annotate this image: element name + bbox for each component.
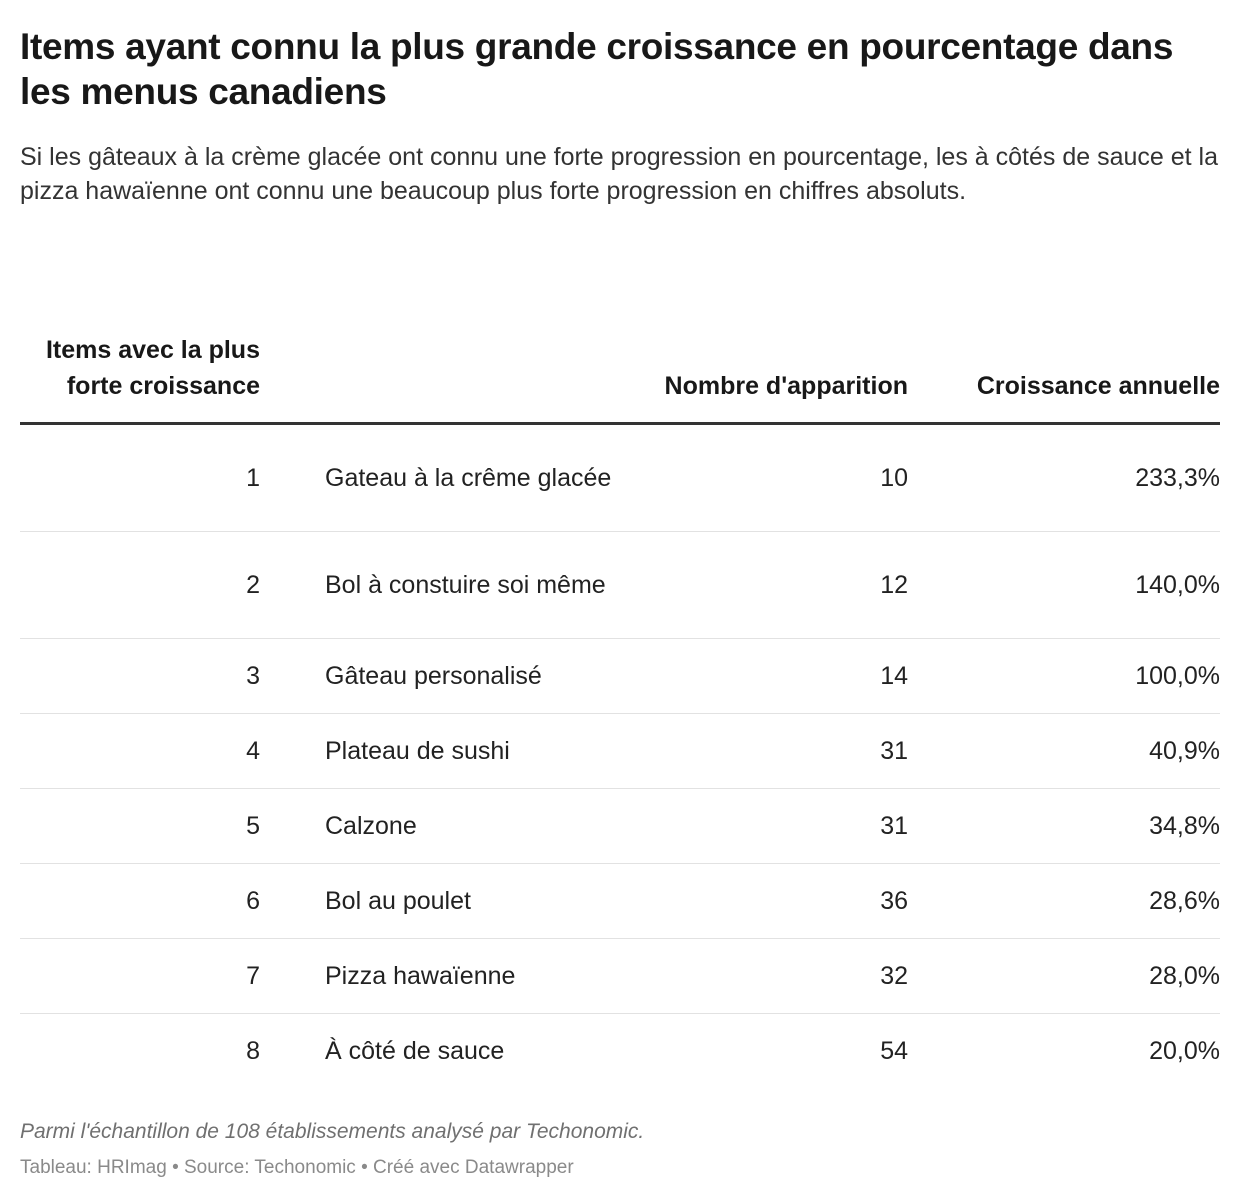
cell-rank: 8 (246, 1037, 260, 1065)
cell-rank: 7 (246, 962, 260, 990)
table-row: 2 Bol à constuire soi même 12 140,0% (20, 532, 1220, 639)
cell-growth: 100,0% (1135, 662, 1220, 690)
cell-count: 36 (880, 887, 908, 915)
cell-item: Gâteau personalisé (325, 662, 542, 690)
cell-item: Gateau à la crême glacée (325, 464, 612, 492)
cell-item: À côté de sauce (325, 1037, 505, 1065)
chart-credits: Tableau: HRImag • Source: Techonomic • C… (20, 1157, 574, 1178)
table-row: 5 Calzone 31 34,8% (20, 789, 1220, 864)
cell-rank: 2 (246, 571, 260, 599)
cell-growth: 28,0% (1149, 962, 1220, 990)
cell-rank: 3 (246, 662, 260, 690)
cell-rank: 4 (246, 737, 260, 765)
cell-rank: 5 (246, 812, 260, 840)
cell-count: 14 (880, 662, 908, 690)
column-header-growth[interactable]: Croissance annuelle (976, 372, 1220, 400)
cell-count: 31 (880, 812, 908, 840)
cell-count: 10 (880, 464, 908, 492)
cell-growth: 233,3% (1135, 464, 1220, 492)
cell-rank: 1 (246, 464, 260, 492)
cell-item: Plateau de sushi (325, 737, 510, 765)
chart-title: Items ayant connu la plus grande croissa… (20, 26, 1174, 112)
cell-count: 31 (880, 737, 908, 765)
table-header: Items avec la plus forte croissance Nomb… (20, 298, 1220, 425)
table-row: 6 Bol au poulet 36 28,6% (20, 864, 1220, 939)
table-row: 7 Pizza hawaïenne 32 28,0% (20, 939, 1220, 1014)
column-header-rank[interactable]: Items avec la plus forte croissance (45, 336, 260, 400)
chart-subtitle: Si les gâteaux à la crème glacée ont con… (20, 143, 1218, 205)
cell-item: Bol au poulet (325, 887, 471, 915)
cell-growth: 20,0% (1149, 1037, 1220, 1065)
cell-rank: 6 (246, 887, 260, 915)
cell-item: Pizza hawaïenne (325, 962, 516, 990)
cell-growth: 34,8% (1149, 812, 1220, 840)
cell-growth: 28,6% (1149, 887, 1220, 915)
cell-item: Calzone (325, 812, 417, 840)
cell-count: 54 (880, 1037, 908, 1065)
cell-count: 12 (880, 571, 908, 599)
cell-growth: 140,0% (1135, 571, 1220, 599)
table-row: 3 Gâteau personalisé 14 100,0% (20, 639, 1220, 714)
chart-note: Parmi l'échantillon de 108 établissement… (20, 1120, 645, 1143)
table-row: 8 À côté de sauce 54 20,0% (20, 1014, 1220, 1088)
cell-item: Bol à constuire soi même (325, 571, 606, 599)
table-row: 1 Gateau à la crême glacée 10 233,3% (20, 425, 1220, 532)
table-row: 4 Plateau de sushi 31 40,9% (20, 714, 1220, 789)
column-header-count[interactable]: Nombre d'apparition (664, 372, 908, 400)
table-body: 1 Gateau à la crême glacée 10 233,3% 2 Bol à … (20, 425, 1220, 1088)
cell-growth: 40,9% (1149, 737, 1220, 765)
cell-count: 32 (880, 962, 908, 990)
